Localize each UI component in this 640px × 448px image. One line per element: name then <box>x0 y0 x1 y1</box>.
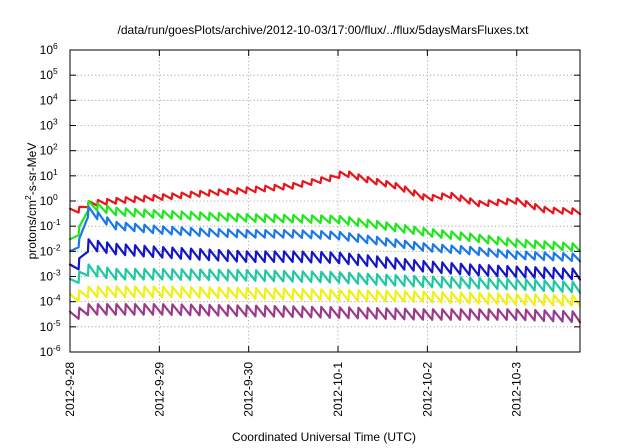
y-tick-base: 10 <box>40 43 54 57</box>
y-tick-base: 10 <box>40 320 54 334</box>
y-tick-exponent: -4 <box>53 293 61 303</box>
y-tick-base: 10 <box>40 219 54 233</box>
y-tick-base: 10 <box>40 345 54 359</box>
series-line-5 <box>68 263 582 294</box>
x-axis-label: Coordinated Universal Time (UTC) <box>232 430 416 444</box>
series-line-2 <box>68 199 582 253</box>
series-line-7 <box>68 303 582 324</box>
y-tick-exponent: 4 <box>53 91 58 101</box>
y-tick-exponent: 3 <box>53 117 58 127</box>
y-tick-exponent: -5 <box>53 318 61 328</box>
x-tick-label: 2012-10-3 <box>510 362 524 417</box>
y-tick-exponent: 0 <box>53 192 58 202</box>
y-tick-label: 104 <box>40 91 58 107</box>
x-tick-label: 2012-10-2 <box>420 362 434 417</box>
y-tick-label: 106 <box>40 41 58 57</box>
x-axis: 2012-9-28 2012-9-29 2012-9-30 2012-10-1 2012… <box>63 50 524 417</box>
y-axis-label: protons/cm2-s-sr-MeV <box>23 143 39 260</box>
series-line-1 <box>68 170 582 216</box>
series-line-3 <box>68 205 582 263</box>
series-layer <box>68 170 582 324</box>
y-tick-exponent: 5 <box>53 66 58 76</box>
y-tick-base: 10 <box>40 295 54 309</box>
y-tick-base: 10 <box>40 68 54 82</box>
series-line-4 <box>68 238 582 281</box>
y-tick-label: 10-4 <box>40 293 61 309</box>
y-tick-exponent: -2 <box>53 242 61 252</box>
y-tick-exponent: 2 <box>53 142 58 152</box>
y-tick-exponent: -3 <box>53 268 61 278</box>
y-tick-label: 105 <box>40 66 58 82</box>
y-tick-base: 10 <box>40 194 54 208</box>
y-tick-label: 10-3 <box>40 268 61 284</box>
y-tick-base: 10 <box>40 169 54 183</box>
x-tick-label: 2012-9-29 <box>152 362 166 417</box>
y-axis-label-sup: 2 <box>23 195 33 200</box>
y-tick-base: 10 <box>40 119 54 133</box>
y-tick-base: 10 <box>40 93 54 107</box>
y-tick-exponent: -1 <box>53 217 61 227</box>
y-tick-exponent: -6 <box>53 343 61 353</box>
y-tick-base: 10 <box>40 270 54 284</box>
series-line-6 <box>68 285 582 307</box>
y-axis-label-rest: -s-sr-MeV <box>25 143 39 196</box>
y-axis-label-main: protons/cm <box>25 200 39 259</box>
x-tick-label: 2012-9-30 <box>242 362 256 417</box>
y-axis: 10610510410310210110010-110-210-310-410-… <box>40 41 580 359</box>
x-tick-label: 2012-9-28 <box>63 362 77 417</box>
y-tick-exponent: 1 <box>53 167 58 177</box>
y-tick-base: 10 <box>40 244 54 258</box>
y-tick-label: 10-2 <box>40 242 61 258</box>
y-tick-label: 10-6 <box>40 343 61 359</box>
y-tick-label: 102 <box>40 142 58 158</box>
y-tick-exponent: 6 <box>53 41 58 51</box>
y-tick-label: 10-1 <box>40 217 61 233</box>
y-tick-label: 100 <box>40 192 58 208</box>
y-tick-label: 10-5 <box>40 318 61 334</box>
y-tick-label: 101 <box>40 167 58 183</box>
y-tick-label: 103 <box>40 117 58 133</box>
x-tick-label: 2012-10-1 <box>331 362 345 417</box>
chart-title: /data/run/goesPlots/archive/2012-10-03/1… <box>118 23 530 37</box>
y-tick-base: 10 <box>40 144 54 158</box>
